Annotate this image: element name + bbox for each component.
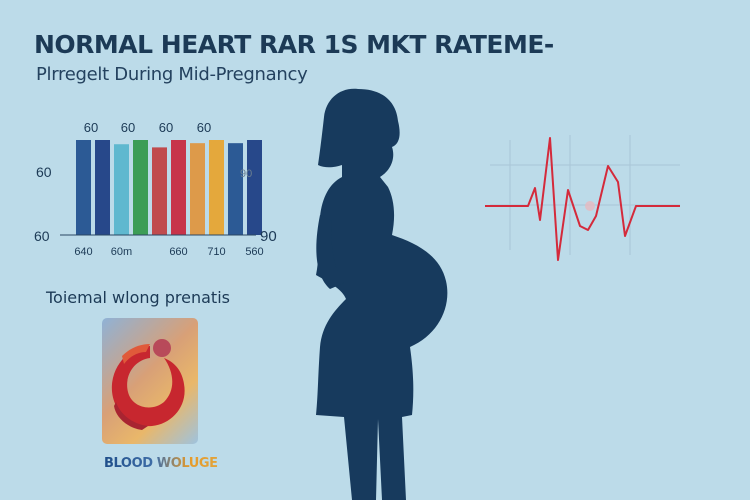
bar-top-label: 60 bbox=[84, 120, 98, 135]
pregnant-woman-silhouette bbox=[316, 88, 448, 500]
x-tick-label: 560 bbox=[245, 246, 263, 258]
x-tick-label: 710 bbox=[207, 246, 225, 258]
bar bbox=[152, 147, 167, 235]
section-heading: Toiemal wlong prenatis bbox=[46, 288, 230, 307]
heart-accent bbox=[153, 339, 171, 357]
bar-top-label: 60 bbox=[197, 120, 211, 135]
y-tick-right: 90 bbox=[240, 168, 252, 180]
y-tick-right: 90 bbox=[260, 228, 277, 245]
blood-drop-swirl-icon bbox=[111, 339, 185, 430]
bar bbox=[133, 140, 148, 235]
page-title: NORMAL HEART RAR 1S MKT RATEME- bbox=[34, 30, 554, 59]
bar bbox=[114, 144, 129, 235]
bar-top-label: 60 bbox=[159, 120, 173, 135]
bar bbox=[247, 140, 262, 235]
bar-group bbox=[76, 140, 262, 235]
x-tick-label: 660 bbox=[169, 246, 187, 258]
bar bbox=[190, 143, 205, 235]
bar bbox=[209, 140, 224, 235]
ecg-trace bbox=[485, 137, 680, 261]
y-tick-left: 60 bbox=[34, 228, 50, 244]
bar bbox=[171, 140, 186, 235]
bar bbox=[95, 140, 110, 235]
blood-volume-label: BLOOD WOLUGE bbox=[104, 456, 218, 471]
y-tick-left: 60 bbox=[36, 164, 52, 180]
x-tick-label: 60m bbox=[111, 246, 132, 258]
x-tick-label: 640 bbox=[74, 246, 92, 258]
heart-rate-bar-chart: 60 60 60 60 60 60 90 90 640 60m 660 710 560 bbox=[34, 120, 277, 258]
blood-volume-card bbox=[102, 318, 198, 444]
ecg-heartbeat-line bbox=[485, 135, 680, 261]
page-subtitle: Plrregelt During Mid-Pregnancy bbox=[36, 64, 308, 85]
bar-top-label: 60 bbox=[121, 120, 135, 135]
x-tick-group: 640 60m 660 710 560 bbox=[74, 246, 263, 258]
bar bbox=[76, 140, 91, 235]
bar bbox=[228, 143, 243, 235]
ecg-blur-spot bbox=[585, 201, 595, 211]
